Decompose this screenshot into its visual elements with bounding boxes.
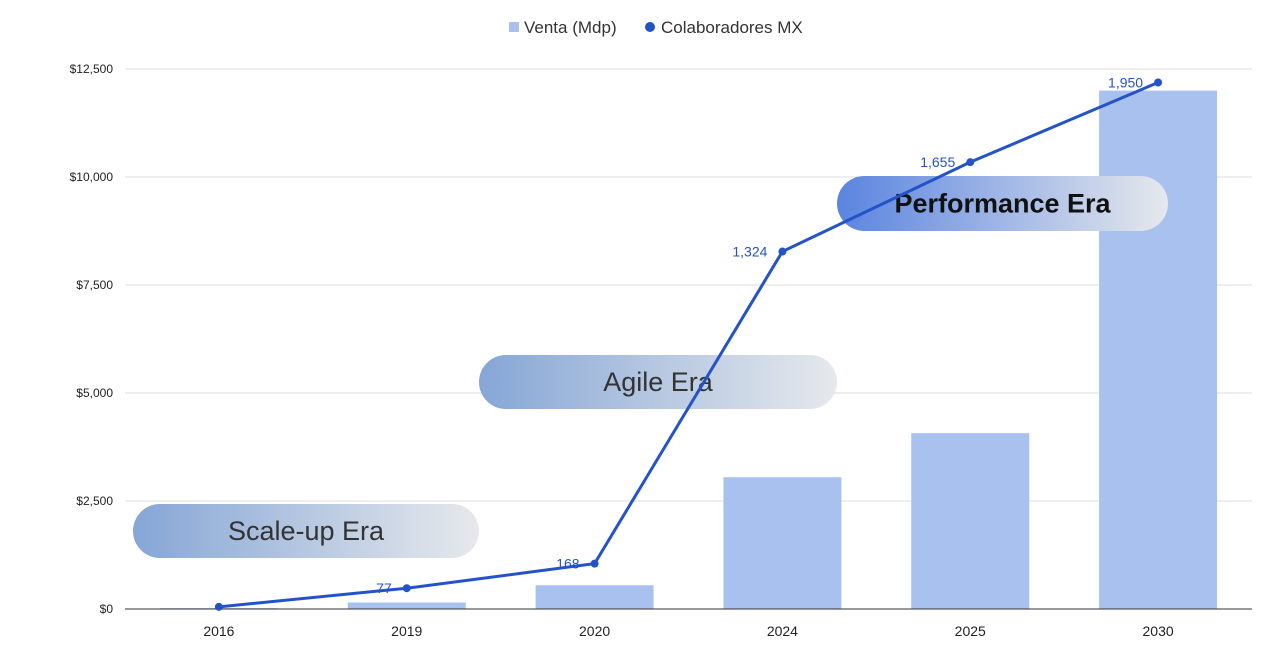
line-point-2016: [214, 602, 223, 611]
x-tick-label: 2024: [767, 623, 798, 639]
legend-swatch-venta: [509, 22, 519, 32]
bar-2030: [1099, 90, 1218, 610]
legend: Venta (Mdp) Colaboradores MX: [509, 18, 803, 37]
y-tick-label: $2,500: [76, 494, 113, 508]
line-point-2019: [402, 584, 411, 593]
legend-label-venta: Venta (Mdp): [524, 18, 617, 37]
bar-2025: [911, 433, 1030, 609]
line-point-2020: [590, 559, 599, 568]
era-annotation-pill: [133, 504, 479, 558]
data-label: 1,950: [1108, 75, 1143, 91]
data-label: 168: [556, 556, 580, 572]
x-tick-label: 2025: [955, 623, 986, 639]
bar-2019: [347, 602, 466, 609]
bar-2020: [535, 585, 654, 609]
x-tick-label: 2020: [579, 623, 610, 639]
data-label: 1,655: [920, 154, 955, 170]
legend-swatch-colaboradores: [645, 22, 655, 32]
era-annotation-label: Scale-up Era: [228, 516, 385, 546]
line-point-2024: [778, 247, 787, 256]
x-tick-label: 2030: [1143, 623, 1174, 639]
y-tick-label: $0: [100, 602, 114, 616]
data-label: 77: [376, 580, 392, 596]
y-tick-label: $12,500: [70, 62, 114, 76]
bar-2024: [723, 477, 842, 609]
y-tick-label: $7,500: [76, 278, 113, 292]
line-point-2025: [966, 158, 975, 167]
era-annotation-pill: [479, 355, 837, 409]
y-tick-label: $5,000: [76, 386, 113, 400]
y-tick-label: $10,000: [70, 170, 114, 184]
line-colaboradores: [218, 81, 1159, 609]
era-annotation-label: Performance Era: [894, 189, 1111, 219]
era-annotation-pill: [837, 176, 1168, 231]
x-tick-label: 2019: [391, 623, 422, 639]
era-annotation-label: Agile Era: [603, 367, 714, 397]
legend-label-colaboradores: Colaboradores MX: [661, 18, 803, 37]
data-label: 1,324: [732, 244, 767, 260]
x-tick-label: 2016: [203, 623, 234, 639]
line-point-2030: [1154, 78, 1163, 87]
